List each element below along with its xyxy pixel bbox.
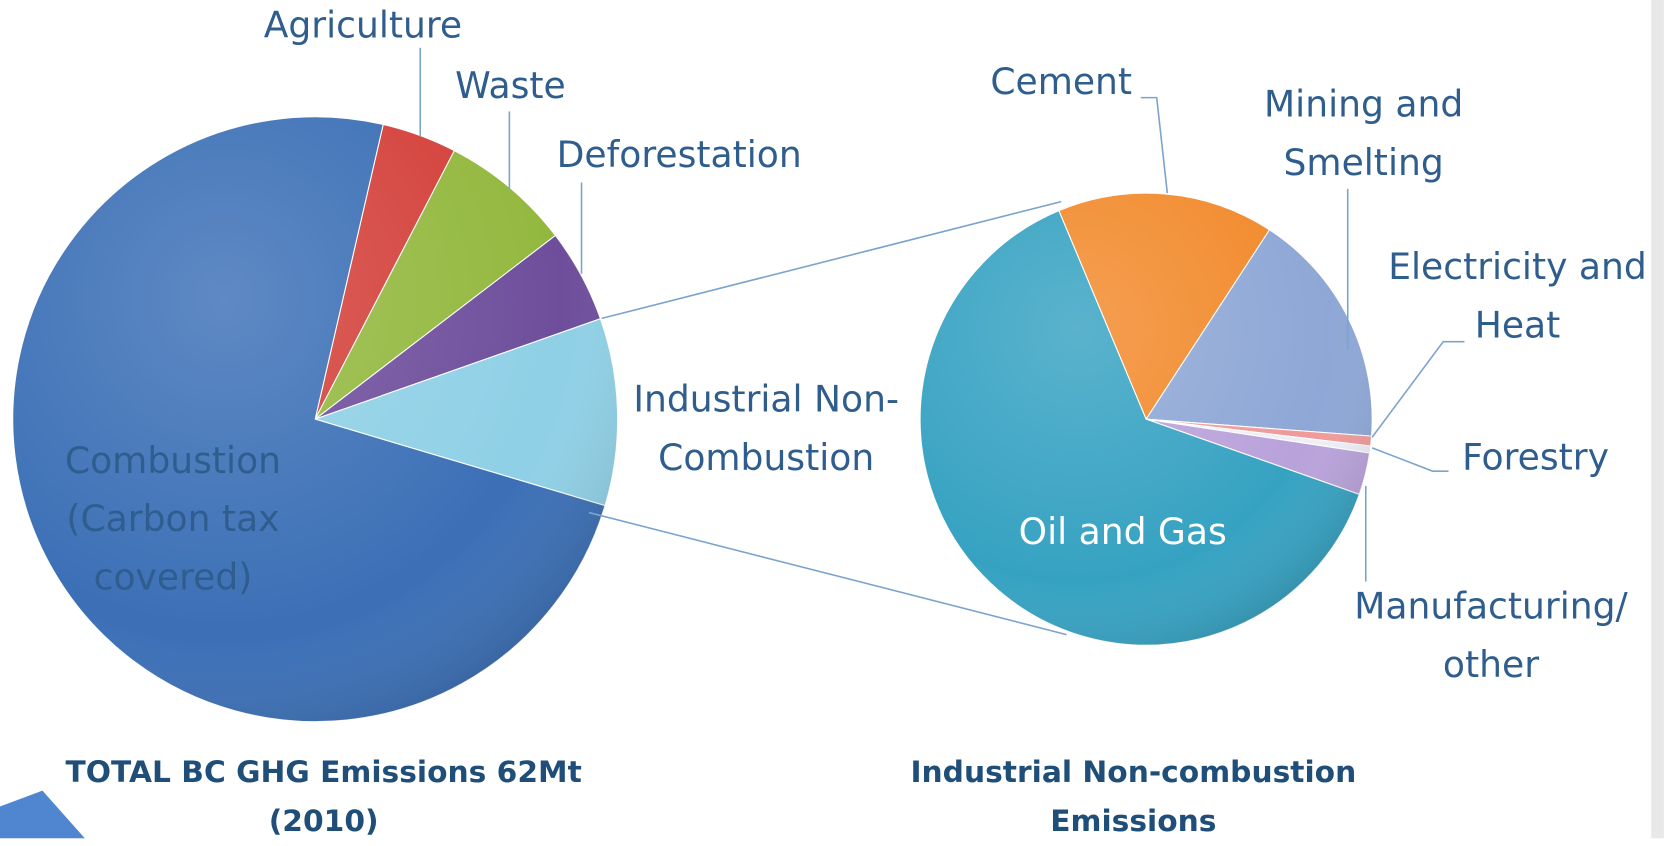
- slice-label: Mining and Smelting: [1264, 83, 1464, 185]
- slice-label: Agriculture: [263, 4, 463, 48]
- slice-label: Electricity and Heat: [1388, 246, 1647, 348]
- slice-label: Cement: [990, 61, 1133, 104]
- side-bar: [1651, 0, 1664, 839]
- slice-label: Industrial Non-Combustion: [633, 378, 900, 480]
- corner-decoration: [0, 790, 85, 839]
- leader-line: [1371, 447, 1449, 472]
- leader-line: [1371, 340, 1465, 438]
- leader-line: [1140, 96, 1169, 194]
- slice-label: Deforestation: [556, 134, 802, 177]
- chart-title: TOTAL BC GHG Emissions 62Mt (2010): [65, 754, 582, 839]
- slice-label: Waste: [455, 65, 566, 108]
- chart-title: Industrial Non-combustion Emissions: [910, 754, 1357, 839]
- slice-label: Forestry: [1462, 436, 1610, 480]
- connector-line: [601, 200, 1062, 320]
- connector-line: [588, 511, 1067, 636]
- slice-label: Oil and Gas: [1018, 510, 1227, 554]
- slice-label: Manufacturing/ other: [1354, 585, 1628, 687]
- connectors: [419, 47, 1465, 636]
- slice-label: Combustion (Carbon tax covered): [64, 439, 282, 600]
